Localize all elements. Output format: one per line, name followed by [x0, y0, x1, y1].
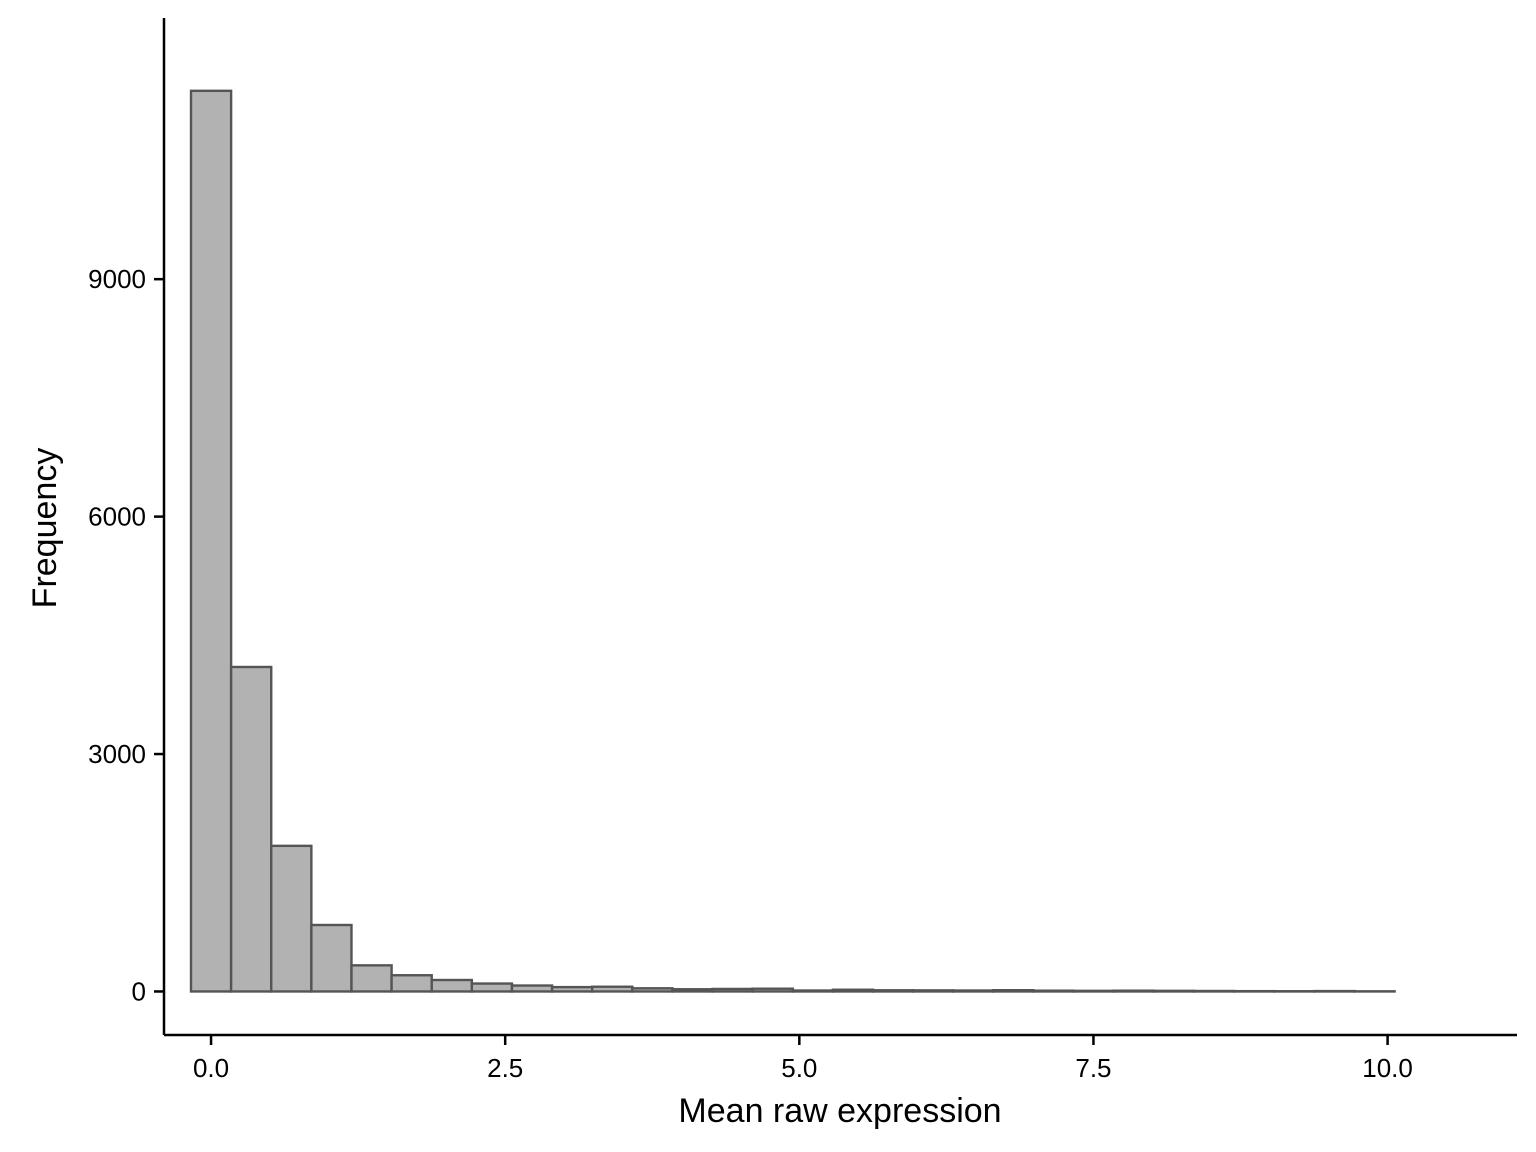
histogram-bar-4: [350, 964, 393, 993]
histogram-bar-24: [1152, 989, 1196, 993]
histogram-bar-10: [590, 985, 634, 993]
histogram-bar-3: [310, 923, 353, 993]
histogram-bar-11: [631, 987, 674, 993]
histogram-bar-2: [270, 844, 313, 993]
histogram-bar-20: [992, 989, 1035, 993]
histogram-bar-7: [470, 982, 514, 993]
y-axis-title: Frequency: [26, 448, 64, 609]
histogram-bar-16: [831, 988, 875, 993]
y-ticks-group: 0 3000 6000 9000: [88, 264, 164, 1006]
bars-group: [189, 89, 1396, 993]
histogram-bar-21: [1032, 989, 1075, 993]
x-tick-label-1: 2.5: [487, 1053, 523, 1083]
histogram-bar-15: [791, 989, 835, 993]
histogram-bar-18: [911, 989, 955, 993]
histogram-bar-8: [510, 984, 554, 993]
histogram-bar-13: [711, 987, 754, 993]
histogram-bar-14: [751, 987, 794, 993]
y-tick-label-0: 0: [132, 976, 146, 1006]
histogram-bar-6: [430, 978, 474, 993]
x-tick-label-2: 5.0: [781, 1053, 817, 1083]
x-axis-title: Mean raw expression: [678, 1092, 1001, 1130]
x-ticks-group: 0.0 2.5 5.0 7.5 10.0: [193, 1035, 1413, 1083]
histogram-bar-12: [671, 988, 714, 993]
histogram-bar-22: [1072, 989, 1115, 993]
x-tick-label-3: 7.5: [1075, 1053, 1111, 1083]
histogram-bar-19: [952, 989, 995, 993]
y-tick-label-3: 9000: [88, 264, 146, 294]
histogram-bar-1: [229, 665, 273, 993]
y-tick-label-1: 3000: [88, 739, 146, 769]
x-tick-label-0: 0.0: [193, 1053, 229, 1083]
histogram-bar-17: [871, 989, 915, 993]
histogram-bar-9: [550, 985, 594, 993]
histogram-bar-23: [1112, 989, 1156, 993]
y-tick-label-2: 6000: [88, 502, 146, 532]
histogram-bar-0: [189, 89, 233, 993]
histogram-bar-5: [390, 974, 433, 993]
x-tick-label-4: 10.0: [1362, 1053, 1413, 1083]
